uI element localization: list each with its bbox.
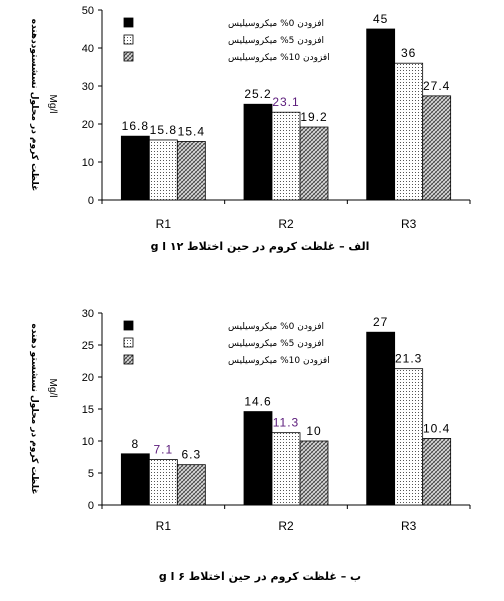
y-axis-unit: Mg/l (47, 379, 58, 398)
legend-swatch (123, 354, 134, 365)
x-tick-label: R3 (401, 217, 417, 231)
bar (299, 126, 329, 201)
chart-title: ب – غلظت کروم در حین اختلاط ۶ g l (159, 570, 361, 583)
bar (176, 464, 206, 506)
bar (243, 411, 273, 506)
bar (271, 111, 301, 201)
y-axis-label: غلظت کروم در محلول نسشستو دهنده (29, 323, 39, 494)
y-tick-label: 10 (82, 436, 94, 448)
data-label: 11.3 (273, 416, 299, 430)
y-tick-label: 0 (88, 500, 94, 512)
data-label: 21.3 (395, 352, 422, 366)
bar (120, 135, 150, 201)
legend-label: افزودن 5% میکروسیلیس (228, 339, 324, 349)
bar (120, 453, 150, 506)
y-tick-label: 50 (82, 5, 94, 17)
x-tick-label: R1 (156, 519, 172, 533)
legend-label: افزودن 10% میکروسیلیس (228, 53, 330, 63)
y-axis-label: غلظت کروم در محلول نسشستوددهنده (29, 19, 39, 192)
legend-label: افزودن 0% میکروسیلیس (228, 322, 324, 332)
y-tick-label: 5 (88, 468, 94, 480)
bar (422, 95, 452, 201)
y-axis-unit: Mg/l (47, 95, 58, 114)
bar (422, 438, 452, 506)
x-tick-label: R2 (278, 217, 294, 231)
chart-panel-1: 0 10 20 30 40 50 R1 R2 R3 16.8 25.2 45 15.8 23.1 36 15.… (29, 5, 471, 253)
bar (148, 459, 178, 506)
chart-title: الف – غلظت کروم در حین اختلاط ۱۲ g l (151, 240, 370, 253)
bar (394, 368, 424, 506)
legend-label: افزودن 5% میکروسیلیس (228, 36, 324, 46)
bar (394, 62, 424, 201)
chart-panel-2: 0 5 10 15 20 25 30 R1 R2 R3 8 14.6 27 7.1 11.3 21.3 6.3 1… (29, 308, 471, 583)
data-label: 7.1 (153, 443, 173, 457)
y-tick-label: 10 (82, 157, 94, 169)
bar (176, 141, 206, 201)
data-label: 16.8 (122, 119, 149, 133)
data-label: 8 (131, 437, 139, 451)
y-tick-label: 30 (82, 308, 94, 320)
data-label: 25.2 (244, 87, 271, 101)
data-label: 27 (373, 315, 388, 329)
legend-swatch (123, 51, 134, 62)
legend-label: افزودن 0% میکروسیلیس (228, 19, 324, 29)
y-tick-label: 15 (82, 404, 94, 416)
legend-swatch (123, 320, 134, 331)
bar (366, 28, 396, 201)
legend-swatch (123, 337, 134, 348)
bar (271, 432, 301, 506)
bar (243, 103, 273, 201)
y-tick-label: 25 (82, 340, 94, 352)
legend-label: افزودن 10% میکروسیلیس (228, 356, 330, 366)
data-label: 14.6 (244, 395, 271, 409)
bar (299, 440, 329, 506)
data-label: 45 (373, 12, 388, 26)
data-label: 15.8 (150, 123, 177, 137)
legend-swatch (123, 34, 134, 45)
data-label: 19.2 (300, 110, 327, 124)
x-tick-label: R1 (156, 217, 172, 231)
bar (366, 331, 396, 506)
data-label: 10 (306, 424, 321, 438)
data-label: 10.4 (423, 421, 450, 435)
bar (148, 139, 178, 201)
x-tick-label: R3 (401, 519, 417, 533)
y-tick-label: 20 (82, 119, 94, 131)
y-tick-label: 20 (82, 372, 94, 384)
data-label: 23.1 (272, 95, 299, 109)
data-label: 15.4 (178, 124, 205, 138)
data-label: 36 (401, 46, 416, 60)
y-tick-label: 0 (88, 195, 94, 207)
data-label: 27.4 (423, 79, 450, 93)
data-label: 6.3 (181, 448, 201, 462)
y-tick-label: 40 (82, 43, 94, 55)
y-tick-label: 30 (82, 81, 94, 93)
x-tick-label: R2 (278, 519, 294, 533)
legend-swatch (123, 17, 134, 28)
